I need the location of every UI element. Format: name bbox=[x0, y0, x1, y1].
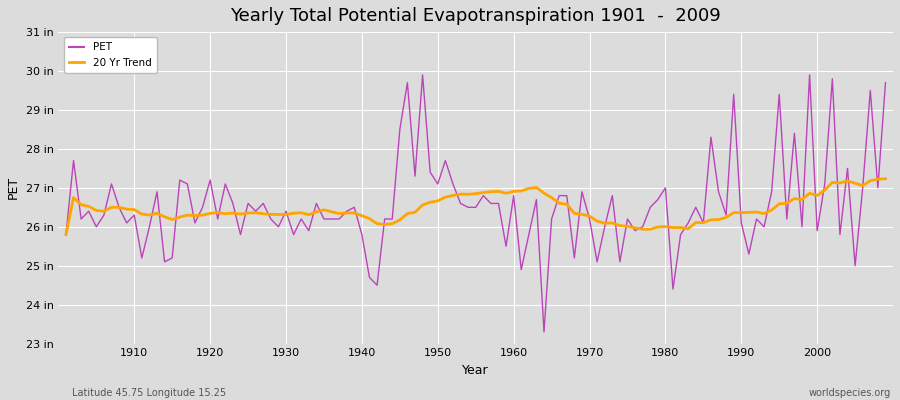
Text: Latitude 45.75 Longitude 15.25: Latitude 45.75 Longitude 15.25 bbox=[72, 388, 226, 398]
Text: worldspecies.org: worldspecies.org bbox=[809, 388, 891, 398]
Legend: PET, 20 Yr Trend: PET, 20 Yr Trend bbox=[64, 37, 157, 73]
X-axis label: Year: Year bbox=[463, 364, 489, 377]
Y-axis label: PET: PET bbox=[7, 176, 20, 200]
Title: Yearly Total Potential Evapotranspiration 1901  -  2009: Yearly Total Potential Evapotranspiratio… bbox=[230, 7, 721, 25]
